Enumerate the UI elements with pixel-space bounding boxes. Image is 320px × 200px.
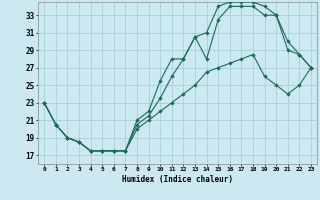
X-axis label: Humidex (Indice chaleur): Humidex (Indice chaleur) bbox=[122, 175, 233, 184]
